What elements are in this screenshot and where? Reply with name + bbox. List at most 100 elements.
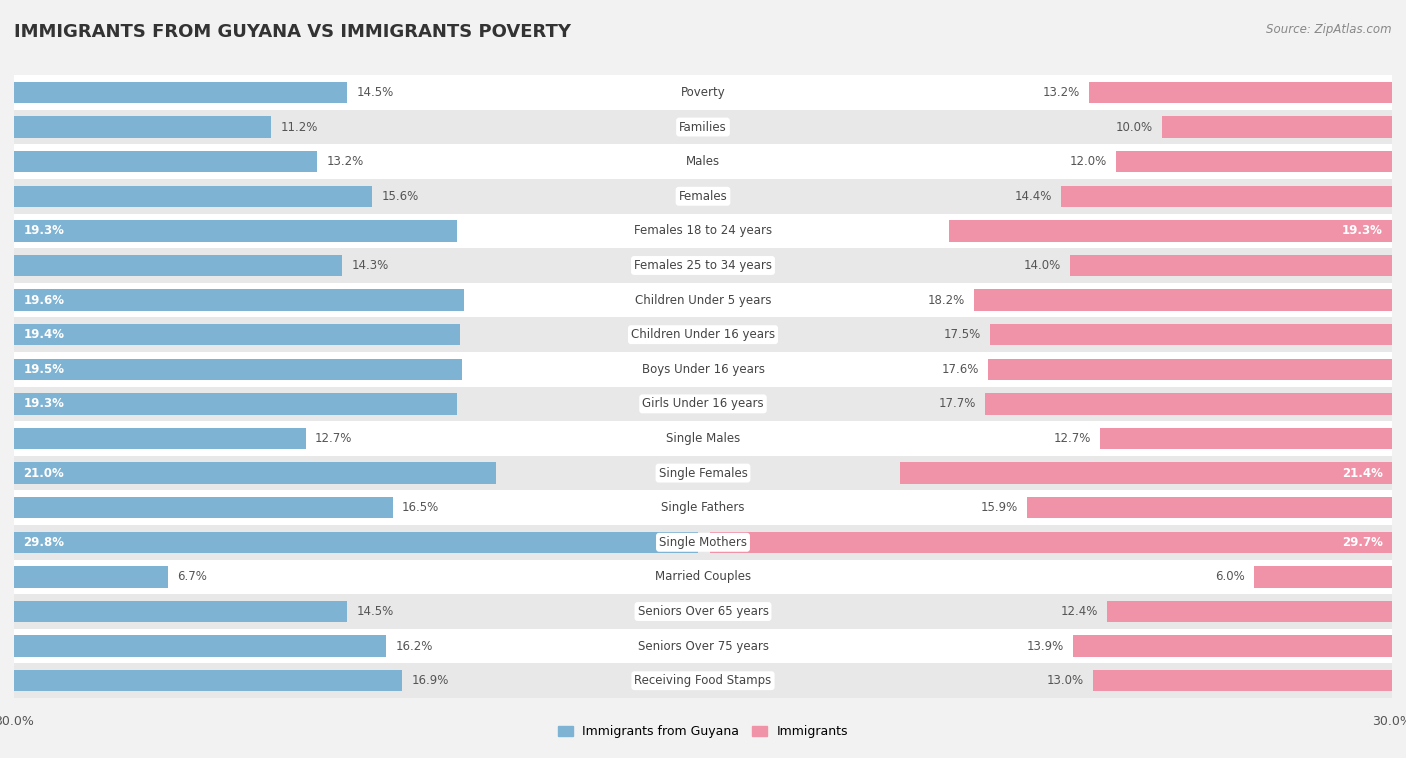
Bar: [14, 179, 1392, 214]
Bar: [14, 635, 387, 657]
Text: Females 18 to 24 years: Females 18 to 24 years: [634, 224, 772, 237]
Text: Poverty: Poverty: [681, 86, 725, 99]
Bar: [14, 82, 347, 103]
Text: 15.6%: 15.6%: [381, 190, 419, 202]
Bar: [14, 629, 1392, 663]
Text: 19.3%: 19.3%: [24, 224, 65, 237]
Text: 14.4%: 14.4%: [1015, 190, 1052, 202]
Bar: [14, 290, 464, 311]
Bar: [1254, 566, 1392, 587]
Text: 18.2%: 18.2%: [928, 293, 965, 306]
Bar: [949, 220, 1392, 242]
Text: Married Couples: Married Couples: [655, 571, 751, 584]
Text: 21.4%: 21.4%: [1341, 467, 1382, 480]
Text: 15.9%: 15.9%: [980, 501, 1018, 514]
Bar: [14, 220, 457, 242]
Bar: [990, 324, 1392, 346]
Text: 14.5%: 14.5%: [356, 86, 394, 99]
Bar: [974, 290, 1392, 311]
Text: Boys Under 16 years: Boys Under 16 years: [641, 363, 765, 376]
Bar: [14, 601, 347, 622]
Text: Single Fathers: Single Fathers: [661, 501, 745, 514]
Text: Females 25 to 34 years: Females 25 to 34 years: [634, 259, 772, 272]
Text: 12.7%: 12.7%: [315, 432, 353, 445]
Text: 29.8%: 29.8%: [24, 536, 65, 549]
Bar: [14, 255, 343, 276]
Bar: [14, 490, 1392, 525]
Text: 21.0%: 21.0%: [24, 467, 65, 480]
Text: Single Mothers: Single Mothers: [659, 536, 747, 549]
Text: Receiving Food Stamps: Receiving Food Stamps: [634, 674, 772, 688]
Bar: [14, 663, 1392, 698]
Bar: [14, 497, 392, 518]
Bar: [14, 248, 1392, 283]
Bar: [1088, 82, 1392, 103]
Text: Single Males: Single Males: [666, 432, 740, 445]
Text: 12.0%: 12.0%: [1070, 155, 1107, 168]
Text: 11.2%: 11.2%: [280, 121, 318, 133]
Text: Girls Under 16 years: Girls Under 16 years: [643, 397, 763, 410]
Bar: [14, 421, 1392, 456]
Bar: [14, 525, 1392, 559]
Text: 29.7%: 29.7%: [1341, 536, 1382, 549]
Bar: [1101, 428, 1392, 449]
Bar: [1107, 601, 1392, 622]
Text: 17.5%: 17.5%: [943, 328, 981, 341]
Bar: [14, 670, 402, 691]
Text: Seniors Over 65 years: Seniors Over 65 years: [637, 605, 769, 618]
Text: 19.3%: 19.3%: [1341, 224, 1382, 237]
Bar: [14, 393, 457, 415]
Bar: [14, 151, 318, 172]
Bar: [14, 144, 1392, 179]
Text: IMMIGRANTS FROM GUYANA VS IMMIGRANTS POVERTY: IMMIGRANTS FROM GUYANA VS IMMIGRANTS POV…: [14, 23, 571, 41]
Text: 13.2%: 13.2%: [1042, 86, 1080, 99]
Bar: [988, 359, 1392, 380]
Bar: [14, 559, 1392, 594]
Text: 6.0%: 6.0%: [1215, 571, 1244, 584]
Bar: [14, 531, 699, 553]
Text: 16.2%: 16.2%: [395, 640, 433, 653]
Bar: [1163, 116, 1392, 138]
Bar: [14, 462, 496, 484]
Bar: [14, 566, 167, 587]
Text: 12.7%: 12.7%: [1053, 432, 1091, 445]
Text: Source: ZipAtlas.com: Source: ZipAtlas.com: [1267, 23, 1392, 36]
Bar: [14, 324, 460, 346]
Bar: [14, 359, 461, 380]
Text: 13.9%: 13.9%: [1026, 640, 1063, 653]
Text: 19.4%: 19.4%: [24, 328, 65, 341]
Text: 14.0%: 14.0%: [1024, 259, 1062, 272]
Bar: [1073, 635, 1392, 657]
Text: 19.5%: 19.5%: [24, 363, 65, 376]
Text: 16.5%: 16.5%: [402, 501, 440, 514]
Text: 14.3%: 14.3%: [352, 259, 389, 272]
Text: Females: Females: [679, 190, 727, 202]
Text: 17.6%: 17.6%: [941, 363, 979, 376]
Bar: [14, 387, 1392, 421]
Text: 13.0%: 13.0%: [1047, 674, 1084, 688]
Text: 19.3%: 19.3%: [24, 397, 65, 410]
Bar: [1094, 670, 1392, 691]
Text: 6.7%: 6.7%: [177, 571, 207, 584]
Bar: [986, 393, 1392, 415]
Legend: Immigrants from Guyana, Immigrants: Immigrants from Guyana, Immigrants: [553, 720, 853, 744]
Text: 12.4%: 12.4%: [1060, 605, 1098, 618]
Bar: [14, 318, 1392, 352]
Text: Single Females: Single Females: [658, 467, 748, 480]
Bar: [710, 531, 1392, 553]
Text: 19.6%: 19.6%: [24, 293, 65, 306]
Text: 16.9%: 16.9%: [412, 674, 449, 688]
Text: Children Under 5 years: Children Under 5 years: [634, 293, 772, 306]
Text: 17.7%: 17.7%: [939, 397, 976, 410]
Text: 14.5%: 14.5%: [356, 605, 394, 618]
Bar: [14, 428, 305, 449]
Text: Children Under 16 years: Children Under 16 years: [631, 328, 775, 341]
Bar: [14, 75, 1392, 110]
Bar: [1116, 151, 1392, 172]
Bar: [14, 283, 1392, 318]
Text: 13.2%: 13.2%: [326, 155, 364, 168]
Text: Seniors Over 75 years: Seniors Over 75 years: [637, 640, 769, 653]
Bar: [1070, 255, 1392, 276]
Text: Families: Families: [679, 121, 727, 133]
Bar: [14, 116, 271, 138]
